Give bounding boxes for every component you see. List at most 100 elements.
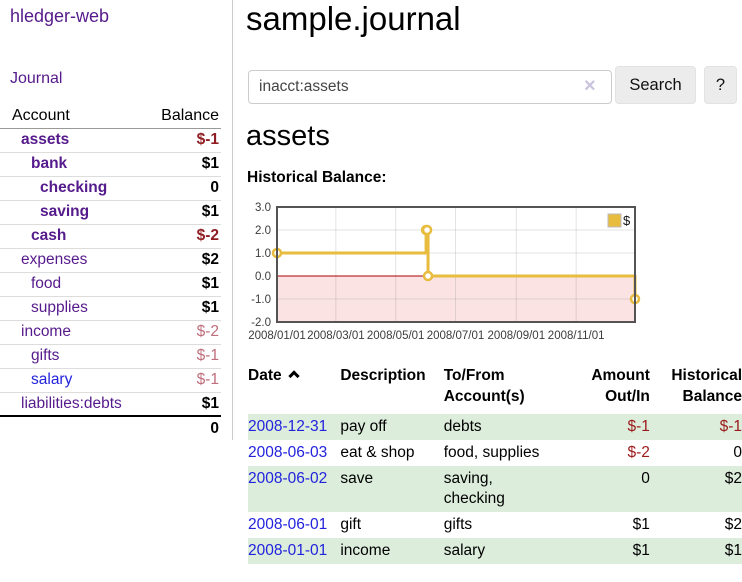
transaction-description: pay off <box>340 414 444 440</box>
accounts-table: Account Balance assets $-1 bank $1 check… <box>0 104 221 440</box>
account-balance: $1 <box>148 200 221 225</box>
sidebar-item-journal[interactable]: Journal <box>10 70 63 87</box>
transaction-amount: 0 <box>573 466 650 512</box>
account-row: gifts $-1 <box>0 344 221 369</box>
account-row: expenses $2 <box>0 248 221 273</box>
transaction-balance: $2 <box>649 466 742 512</box>
svg-text:0.0: 0.0 <box>255 271 271 283</box>
transaction-balance: $2 <box>724 516 742 533</box>
account-row: assets $-1 <box>0 128 221 153</box>
transaction-accounts: debts <box>443 414 574 440</box>
account-link[interactable]: cash <box>31 227 67 244</box>
svg-text:2008/07/01: 2008/07/01 <box>427 330 485 342</box>
svg-text:-1.0: -1.0 <box>251 294 271 306</box>
register-row: 2008-12-31 pay off debts $-1 $-1 <box>248 414 742 440</box>
account-balance: $-2 <box>148 320 221 345</box>
account-link[interactable]: saving <box>40 203 90 220</box>
search-button[interactable]: Search <box>615 66 696 104</box>
col-balance: Balance <box>148 104 221 129</box>
account-link[interactable]: bank <box>31 155 68 172</box>
transaction-date-link[interactable]: 2008-01-01 <box>248 542 328 559</box>
transaction-date-link[interactable]: 2008-06-01 <box>248 516 328 533</box>
account-link[interactable]: gifts <box>31 347 60 364</box>
help-button[interactable]: ? <box>704 66 737 104</box>
transaction-balance: $1 <box>649 538 742 564</box>
register-row: 2008-06-02 save saving, checking 0 $2 <box>248 466 742 512</box>
transaction-balance: 0 <box>733 444 742 461</box>
account-link[interactable]: food <box>31 275 62 292</box>
clear-search-icon[interactable]: × <box>584 75 596 97</box>
account-balance: $1 <box>148 392 221 417</box>
account-row: food $1 <box>0 272 221 297</box>
svg-text:2008/01/01: 2008/01/01 <box>248 330 306 342</box>
register-row: 2008-06-03 eat & shop food, supplies $-2… <box>248 440 742 466</box>
account-row: bank $1 <box>0 152 221 177</box>
svg-text:2.0: 2.0 <box>255 225 271 237</box>
transaction-description: save <box>340 466 444 512</box>
account-link[interactable]: checking <box>40 179 108 196</box>
account-row: checking 0 <box>0 176 221 201</box>
account-row: liabilities:debts $1 <box>0 392 221 417</box>
sidebar: hledger-web Journal Account Balance asse… <box>0 0 233 440</box>
account-heading: assets <box>246 120 330 152</box>
register-row: 2008-01-01 income salary $1 $1 <box>248 538 742 564</box>
account-link[interactable]: liabilities:debts <box>21 394 122 412</box>
account-balance: $1 <box>148 272 221 297</box>
register-table: Date Description To/From Account(s) Amou… <box>248 360 742 564</box>
account-row: supplies $1 <box>0 296 221 321</box>
app-title-link[interactable]: hledger-web <box>10 6 110 26</box>
accounts-total: 0 <box>148 415 221 440</box>
transaction-accounts: food, supplies <box>443 444 540 461</box>
sort-ascending-icon <box>287 370 300 382</box>
transaction-accounts: saving, checking <box>443 466 574 512</box>
account-row: saving $1 <box>0 200 221 225</box>
accounts-total-row: 0 <box>0 415 221 440</box>
svg-text:2008/03/01: 2008/03/01 <box>307 330 365 342</box>
col-description: Description <box>340 367 426 384</box>
svg-text:$: $ <box>623 213 631 228</box>
transaction-date-link[interactable]: 2008-12-31 <box>248 418 328 435</box>
account-balance: 0 <box>148 176 221 201</box>
transaction-description: eat & shop <box>340 444 415 461</box>
transaction-description: gift <box>340 516 362 533</box>
col-balance: Historical Balance <box>671 367 742 405</box>
col-account: Account <box>0 104 149 129</box>
account-row: salary $-1 <box>0 368 221 393</box>
transaction-description: income <box>340 538 444 564</box>
account-balance: $-2 <box>148 224 221 249</box>
account-link[interactable]: expenses <box>21 251 88 268</box>
svg-text:2008/11/01: 2008/11/01 <box>548 330 605 342</box>
register-row: 2008-06-01 gift gifts $1 $2 <box>248 512 742 538</box>
chart-title: Historical Balance: <box>247 169 387 186</box>
account-balance: $-1 <box>148 368 221 393</box>
svg-text:3.0: 3.0 <box>255 202 271 214</box>
account-row: cash $-2 <box>0 224 221 249</box>
account-balance: $-1 <box>148 128 221 153</box>
transaction-balance: $-1 <box>649 414 742 440</box>
svg-text:2008/05/01: 2008/05/01 <box>367 330 425 342</box>
col-amount: Amount Out/In <box>591 367 650 405</box>
svg-text:-2.0: -2.0 <box>251 317 271 329</box>
svg-text:1.0: 1.0 <box>255 248 271 260</box>
account-link[interactable]: salary <box>31 371 73 388</box>
account-link[interactable]: supplies <box>31 299 88 316</box>
account-row: income $-2 <box>0 320 221 345</box>
transaction-amount: $1 <box>632 516 650 533</box>
transaction-accounts: salary <box>443 538 574 564</box>
col-date[interactable]: Date <box>248 360 340 414</box>
transaction-date-link[interactable]: 2008-06-03 <box>248 444 328 461</box>
svg-text:2008/09/01: 2008/09/01 <box>488 330 546 342</box>
account-balance: $-1 <box>148 344 221 369</box>
col-accounts: To/From Account(s) <box>443 367 525 405</box>
search-input[interactable] <box>248 70 612 104</box>
historical-balance-chart: 3.0 2.0 1.0 0.0 -1.0 -2.0 2008/01/01 2008/03/01… <box>248 200 649 345</box>
account-link[interactable]: income <box>21 323 71 340</box>
account-link[interactable]: assets <box>21 131 70 148</box>
account-balance: $1 <box>148 152 221 177</box>
transaction-accounts: gifts <box>443 516 473 533</box>
transaction-date-link[interactable]: 2008-06-02 <box>248 470 328 487</box>
page-title: sample.journal <box>246 0 461 37</box>
account-balance: $1 <box>148 296 221 321</box>
